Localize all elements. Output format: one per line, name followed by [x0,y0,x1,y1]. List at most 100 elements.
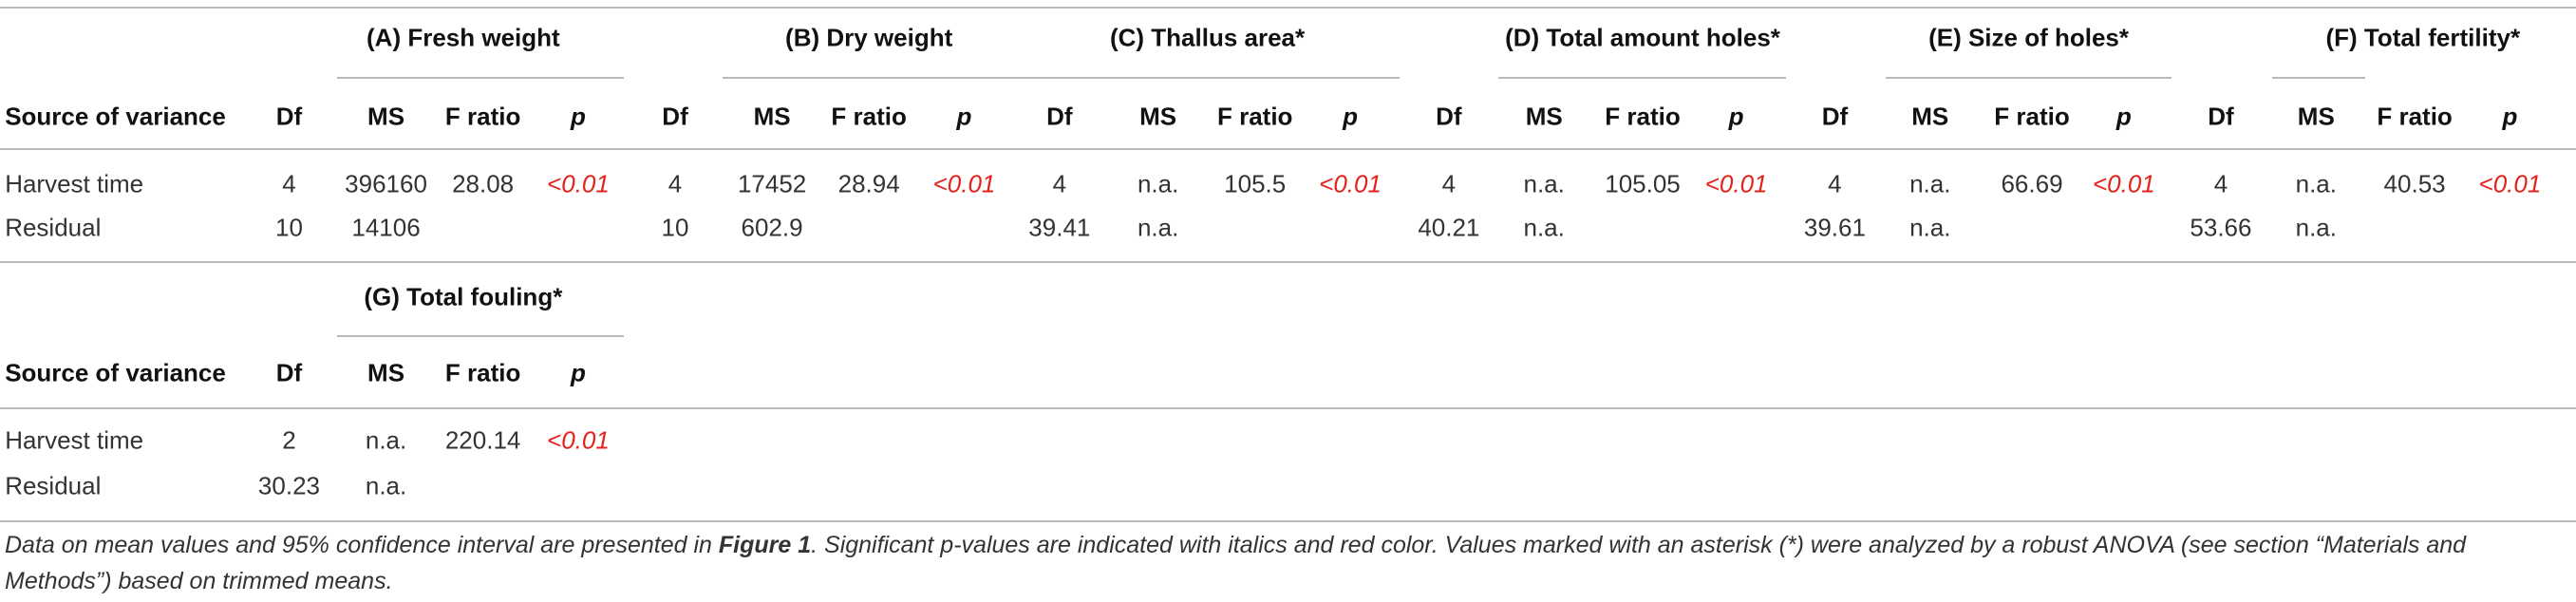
header-cell: F ratio [1216,102,1293,131]
rule [0,407,2576,410]
cell: 39.61 [1803,213,1866,242]
cell: n.a. [2295,169,2337,198]
row-label: Harvest time [5,425,144,455]
header-cell: Df [662,102,688,131]
p-value: <0.01 [1704,169,1768,198]
rule [1886,77,2172,80]
p-value: <0.01 [2092,169,2155,198]
row-label: Harvest time [5,169,144,198]
cell: 220.14 [444,425,521,455]
group-title: (E) Size of holes* [1928,23,2130,52]
cell: 53.66 [2190,213,2252,242]
header-cell: F ratio [831,102,907,131]
header-cell: MS [367,102,405,131]
rule [2271,77,2366,80]
row-label: Residual [5,471,102,500]
header-cell: Df [275,358,303,387]
cell: n.a. [1523,213,1565,242]
header-cell: p [2502,102,2518,131]
cell: 4 [282,169,296,198]
note-text: . Significant p-values are indicated wit… [5,532,2467,594]
header-cell: F ratio [1605,102,1681,131]
group-title: (D) Total amount holes* [1505,23,1780,52]
group-title: (B) Dry weight [785,23,953,52]
header-cell: MS [1139,102,1177,131]
group-title: (G) Total fouling* [364,282,563,311]
header-cell: MS [1911,102,1949,131]
p-value: <0.01 [932,169,996,198]
cell: 28.08 [452,169,515,198]
header-cell: MS [1525,102,1563,131]
header-cell: F ratio [2377,102,2453,131]
rule [336,334,625,337]
header-cell: p [2115,102,2132,131]
cell: 39.41 [1028,213,1091,242]
header-cell: Df [1821,102,1849,131]
header-cell: Df [1046,102,1073,131]
cell: n.a. [1909,169,1951,198]
header-cell: p [571,358,586,387]
header-cell: Source of variance [5,358,226,387]
cell: 4 [1441,169,1457,198]
cell: n.a. [1523,169,1565,198]
cell: 602.9 [741,213,803,242]
header-cell: MS [367,358,405,387]
cell: 40.21 [1418,213,1480,242]
p-value: <0.01 [547,425,610,455]
cell: 10 [275,213,303,242]
footnote: Data on mean values and 95% confidence i… [5,527,2568,599]
header-cell: p [571,102,586,131]
row-label: Residual [5,213,102,242]
cell: n.a. [1137,213,1179,242]
header-cell: F ratio [444,358,521,387]
group-title: (A) Fresh weight [367,23,560,52]
cell: 4 [1052,169,1067,198]
p-value: <0.01 [547,169,610,198]
cell: 10 [661,213,689,242]
cell: 40.53 [2383,169,2446,198]
cell: 28.94 [837,169,900,198]
p-value: <0.01 [1319,169,1382,198]
header-cell: p [1728,102,1744,131]
cell: n.a. [2295,213,2337,242]
p-value: <0.01 [2478,169,2542,198]
header-cell: MS [2297,102,2335,131]
cell: 105.05 [1605,169,1681,198]
cell: 14106 [351,213,421,242]
cell: 4 [1828,169,1842,198]
rule [0,6,2576,9]
note-figure-ref: Figure 1 [718,532,812,558]
rule [1497,77,1786,80]
cell: 4 [668,169,683,198]
cell: n.a. [1909,213,1951,242]
header-cell: Source of variance [5,102,226,131]
cell: 396160 [345,169,427,198]
header-cell: p [1343,102,1358,131]
cell: n.a. [1137,169,1179,198]
cell: n.a. [365,471,407,500]
header-cell: F ratio [444,102,521,131]
cell: n.a. [365,425,407,455]
cell: 30.23 [257,471,321,500]
rule [336,77,625,80]
cell: 2 [282,425,296,455]
cell: 105.5 [1224,169,1287,198]
cell: 66.69 [2001,169,2063,198]
group-title: (F) Total fertility* [2325,23,2521,52]
header-cell: Df [275,102,303,131]
group-title: (C) Thallus area* [1109,23,1306,52]
rule [723,77,1016,80]
rule [1015,77,1400,80]
header-cell: Df [2208,102,2234,131]
note-text: Data on mean values and 95% confidence i… [5,532,719,558]
cell: 4 [2213,169,2228,198]
header-cell: Df [1436,102,1462,131]
header-cell: p [956,102,972,131]
rule [0,261,2576,264]
rule [0,147,2576,150]
header-cell: MS [753,102,791,131]
cell: 17452 [737,169,807,198]
header-cell: F ratio [1994,102,2070,131]
rule [0,520,2576,523]
